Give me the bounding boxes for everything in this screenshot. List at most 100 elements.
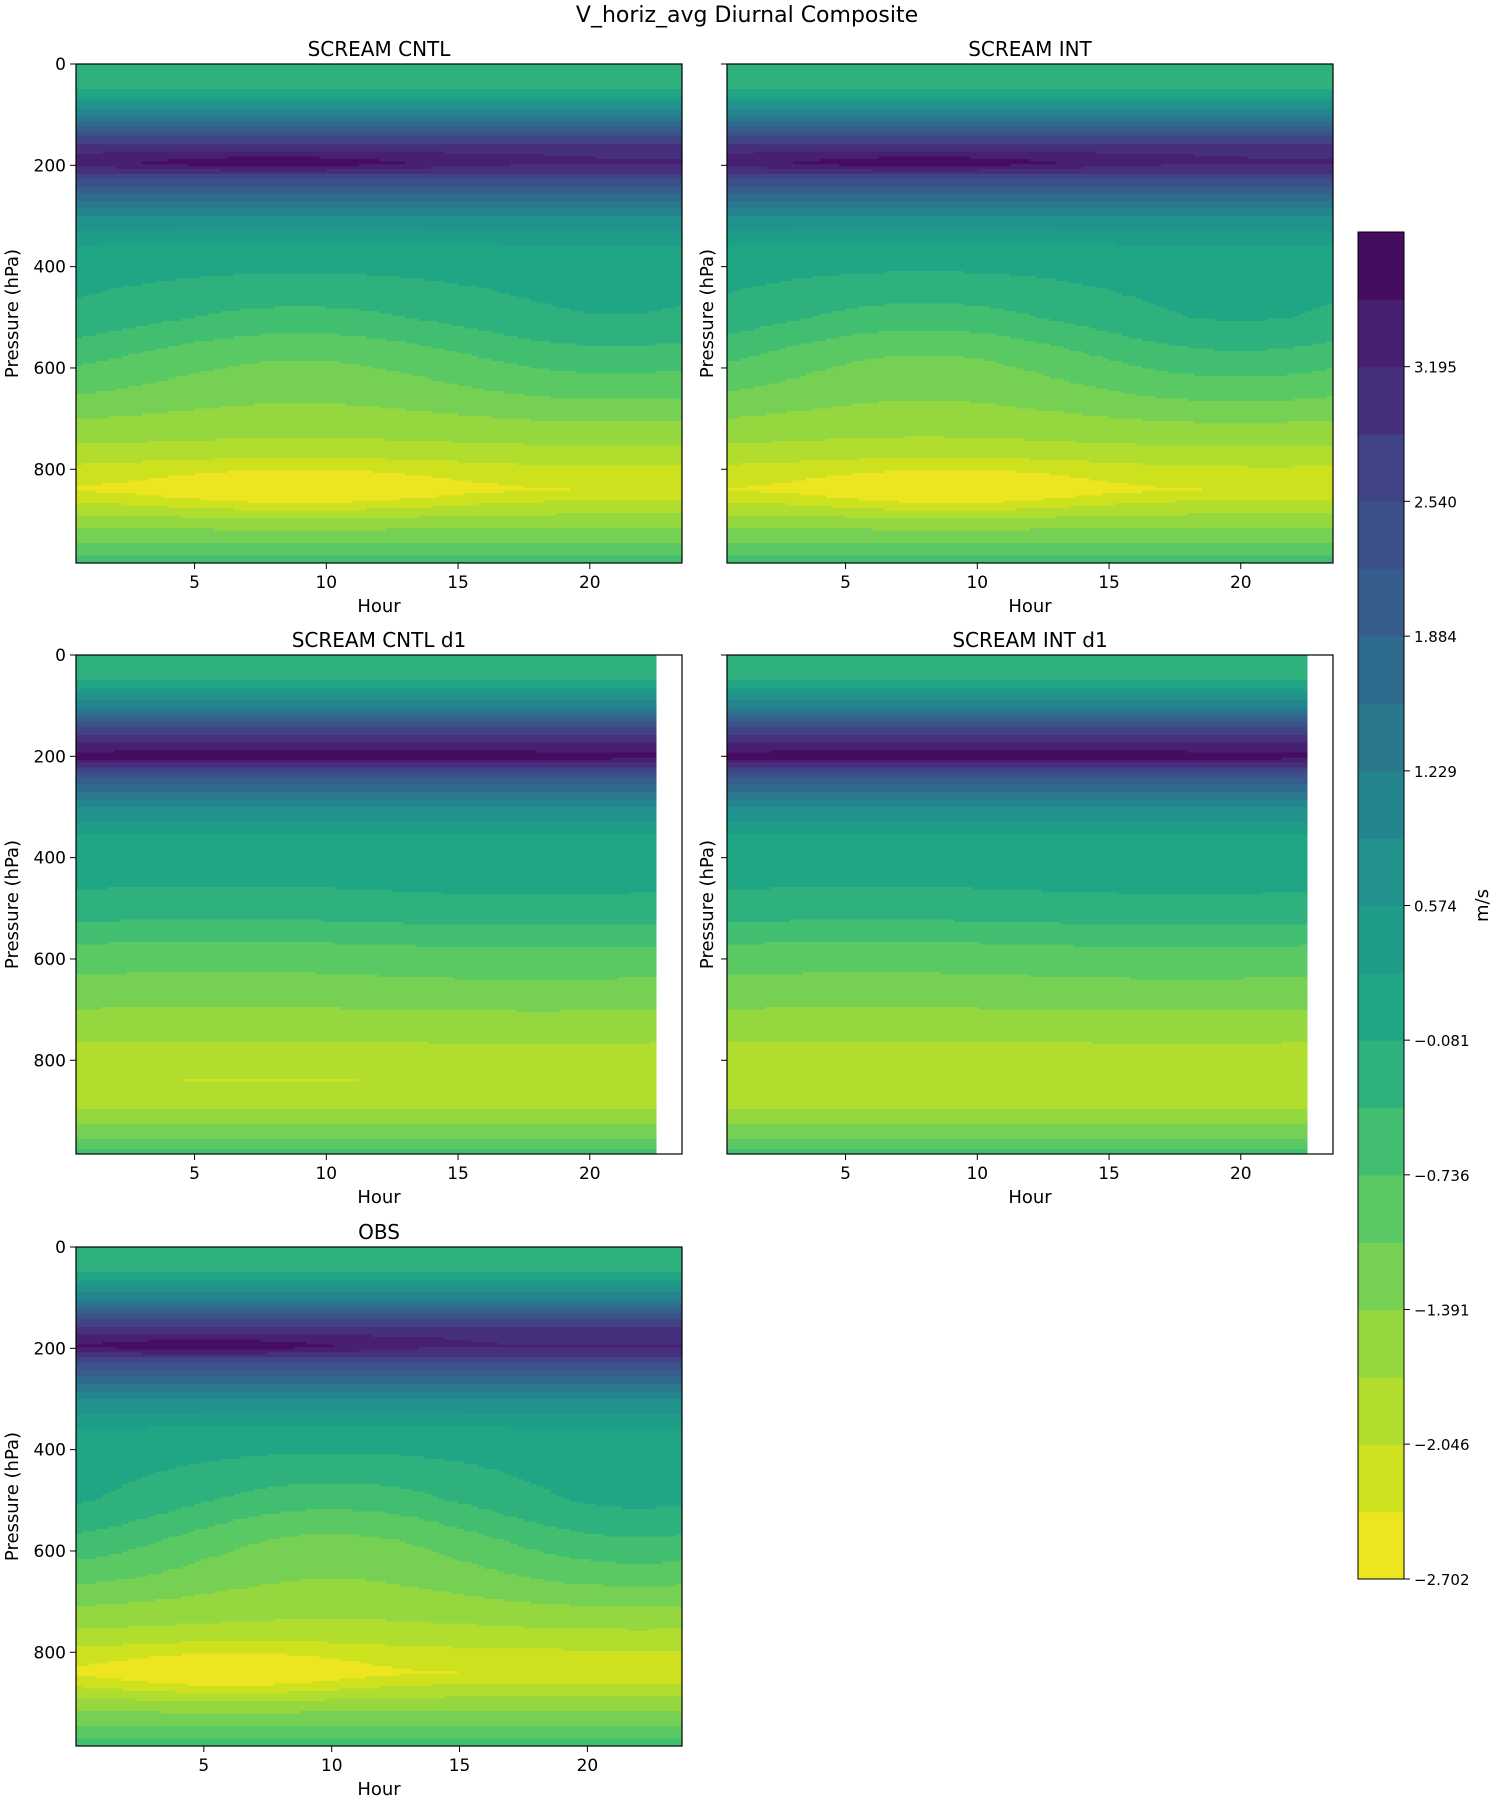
panel-title: SCREAM CNTL [308, 37, 452, 61]
x-axis-label: Hour [1008, 1187, 1052, 1208]
colorbar-band [1358, 501, 1404, 570]
colorbar-band [1358, 1174, 1404, 1243]
x-tick-label: 5 [840, 573, 851, 593]
colorbar-tick-label: −2.702 [1414, 1571, 1470, 1589]
y-tick-label: 400 [34, 849, 66, 869]
colorbar-tick-label: 1.884 [1414, 628, 1457, 646]
colorbar-band [1358, 1511, 1404, 1580]
colorbar-band [1358, 232, 1404, 300]
y-tick-label: 600 [34, 950, 66, 970]
colorbar-band [1358, 1242, 1404, 1311]
colorbar: 3.195 2.540 1.884 1.229 0.574 −0.081 −0.736 −1.… [1357, 231, 1493, 1589]
colorbar-tick-label: 0.574 [1414, 898, 1457, 916]
axes-frame [726, 63, 1334, 564]
colorbar-tick-label: −0.736 [1414, 1167, 1470, 1185]
panel-2: SCREAM INT 5 10 15 20 Hour Pressure (hPa) [697, 37, 1334, 617]
contour-field [727, 655, 1308, 1155]
colorbar-band [1358, 770, 1404, 839]
y-tick-label: 0 [55, 1238, 66, 1258]
panel-1: SCREAM CNTL 5 10 15 20 Hour 0 200 400 600 800 Press… [2, 37, 683, 617]
x-tick-label: 20 [1230, 573, 1252, 593]
x-tick-label: 10 [966, 1164, 988, 1184]
colorbar-tick-label: −1.391 [1414, 1301, 1470, 1319]
colorbar-band [1358, 568, 1404, 637]
colorbar-band [1358, 703, 1404, 772]
figure-title: V_horiz_avg Diurnal Composite [576, 3, 918, 28]
x-axis-label: Hour [357, 1779, 401, 1800]
y-axis-label: Pressure (hPa) [2, 249, 23, 378]
colorbar-band [1358, 366, 1404, 435]
axes-frame [75, 63, 683, 564]
y-axis-label: Pressure (hPa) [2, 840, 23, 969]
y-tick-label: 400 [34, 258, 66, 278]
x-axis-label: Hour [357, 596, 401, 617]
y-tick-label: 200 [34, 747, 66, 767]
y-axis-label: Pressure (hPa) [697, 840, 718, 969]
x-tick-label: 5 [189, 1164, 200, 1184]
colorbar-band [1358, 1444, 1404, 1513]
axes-frame [75, 1246, 683, 1747]
panel-3: SCREAM CNTL d1 5 10 15 20 Hour 0 200 400 600 800 Pr… [2, 628, 683, 1208]
y-tick-label: 0 [55, 55, 66, 75]
panel-title: SCREAM INT d1 [952, 628, 1107, 652]
x-axis-label: Hour [1008, 596, 1052, 617]
colorbar-band [1358, 434, 1404, 502]
colorbar-tick-label: 2.540 [1414, 493, 1457, 511]
y-tick-label: 0 [55, 646, 66, 666]
panel-title: SCREAM CNTL d1 [292, 628, 467, 652]
axes-frame [726, 654, 1334, 1155]
x-tick-label: 15 [447, 573, 469, 593]
colorbar-tick-label: 3.195 [1414, 359, 1457, 377]
x-tick-label: 20 [1230, 1164, 1252, 1184]
contour-field [76, 64, 683, 564]
x-tick-label: 10 [315, 573, 337, 593]
x-tick-label: 5 [198, 1756, 209, 1776]
x-tick-label: 10 [315, 1164, 337, 1184]
colorbar-tick-label: 1.229 [1414, 763, 1457, 781]
axes-frame [75, 654, 683, 1155]
y-tick-label: 200 [34, 1339, 66, 1359]
contour-field [76, 1247, 683, 1747]
colorbar-band [1358, 905, 1404, 974]
y-tick-label: 800 [34, 1643, 66, 1663]
panel-title: OBS [358, 1220, 400, 1244]
contour-field [727, 64, 1334, 564]
colorbar-band [1358, 972, 1404, 1041]
x-tick-label: 5 [840, 1164, 851, 1184]
colorbar-label: m/s [1472, 889, 1493, 922]
x-tick-label: 20 [579, 1164, 601, 1184]
x-tick-label: 5 [189, 573, 200, 593]
colorbar-tick-label: −2.046 [1414, 1436, 1470, 1454]
colorbar-band [1358, 636, 1404, 704]
x-tick-label: 15 [447, 1164, 469, 1184]
panel-5: OBS 5 10 15 20 Hour 0 200 400 600 800 Pressure (hPa… [2, 1220, 683, 1800]
colorbar-tick-label: −0.081 [1414, 1032, 1470, 1050]
panel-4: SCREAM INT d1 5 10 15 20 Hour Pressure (hPa) [697, 628, 1334, 1208]
contour-field [76, 655, 657, 1155]
colorbar-band [1358, 299, 1404, 368]
colorbar-band [1358, 838, 1404, 906]
x-tick-label: 20 [579, 573, 601, 593]
y-tick-label: 200 [34, 156, 66, 176]
y-tick-label: 600 [34, 359, 66, 379]
y-tick-label: 800 [34, 460, 66, 480]
colorbar-band [1358, 1376, 1404, 1445]
y-axis-label: Pressure (hPa) [2, 1432, 23, 1561]
x-tick-label: 10 [321, 1756, 343, 1776]
y-axis-label: Pressure (hPa) [697, 249, 718, 378]
x-tick-label: 15 [1098, 573, 1120, 593]
colorbar-band [1358, 1309, 1404, 1378]
x-tick-label: 15 [1098, 1164, 1120, 1184]
x-axis-label: Hour [357, 1187, 401, 1208]
y-tick-label: 600 [34, 1542, 66, 1562]
x-tick-label: 20 [577, 1756, 599, 1776]
y-tick-label: 800 [34, 1051, 66, 1071]
x-tick-label: 10 [966, 573, 988, 593]
panel-title: SCREAM INT [968, 37, 1092, 61]
y-tick-label: 400 [34, 1441, 66, 1461]
colorbar-band [1358, 1040, 1404, 1109]
colorbar-band [1358, 1107, 1404, 1176]
x-tick-label: 15 [449, 1756, 471, 1776]
